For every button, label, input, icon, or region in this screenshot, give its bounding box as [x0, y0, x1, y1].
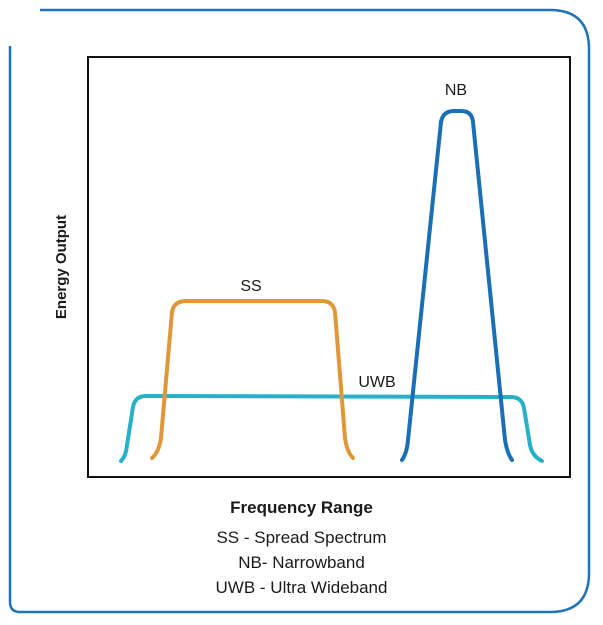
legend-line-nb: NB- Narrowband [238, 553, 365, 572]
legend-line-uwb: UWB - Ultra Wideband [215, 578, 388, 597]
y-axis-label: Energy Output [53, 215, 70, 319]
x-axis-label: Frequency Range [230, 498, 373, 517]
ss-curve [150, 299, 355, 460]
nb-curve [400, 109, 514, 462]
frame-border [8, 8, 591, 614]
ss-label: SS [240, 278, 261, 295]
nb-label: NB [445, 82, 467, 99]
legend-line-ss: SS - Spread Spectrum [216, 528, 387, 547]
uwb-curve [119, 394, 544, 463]
uwb-label: UWB [358, 374, 395, 391]
plot-area [87, 56, 571, 478]
